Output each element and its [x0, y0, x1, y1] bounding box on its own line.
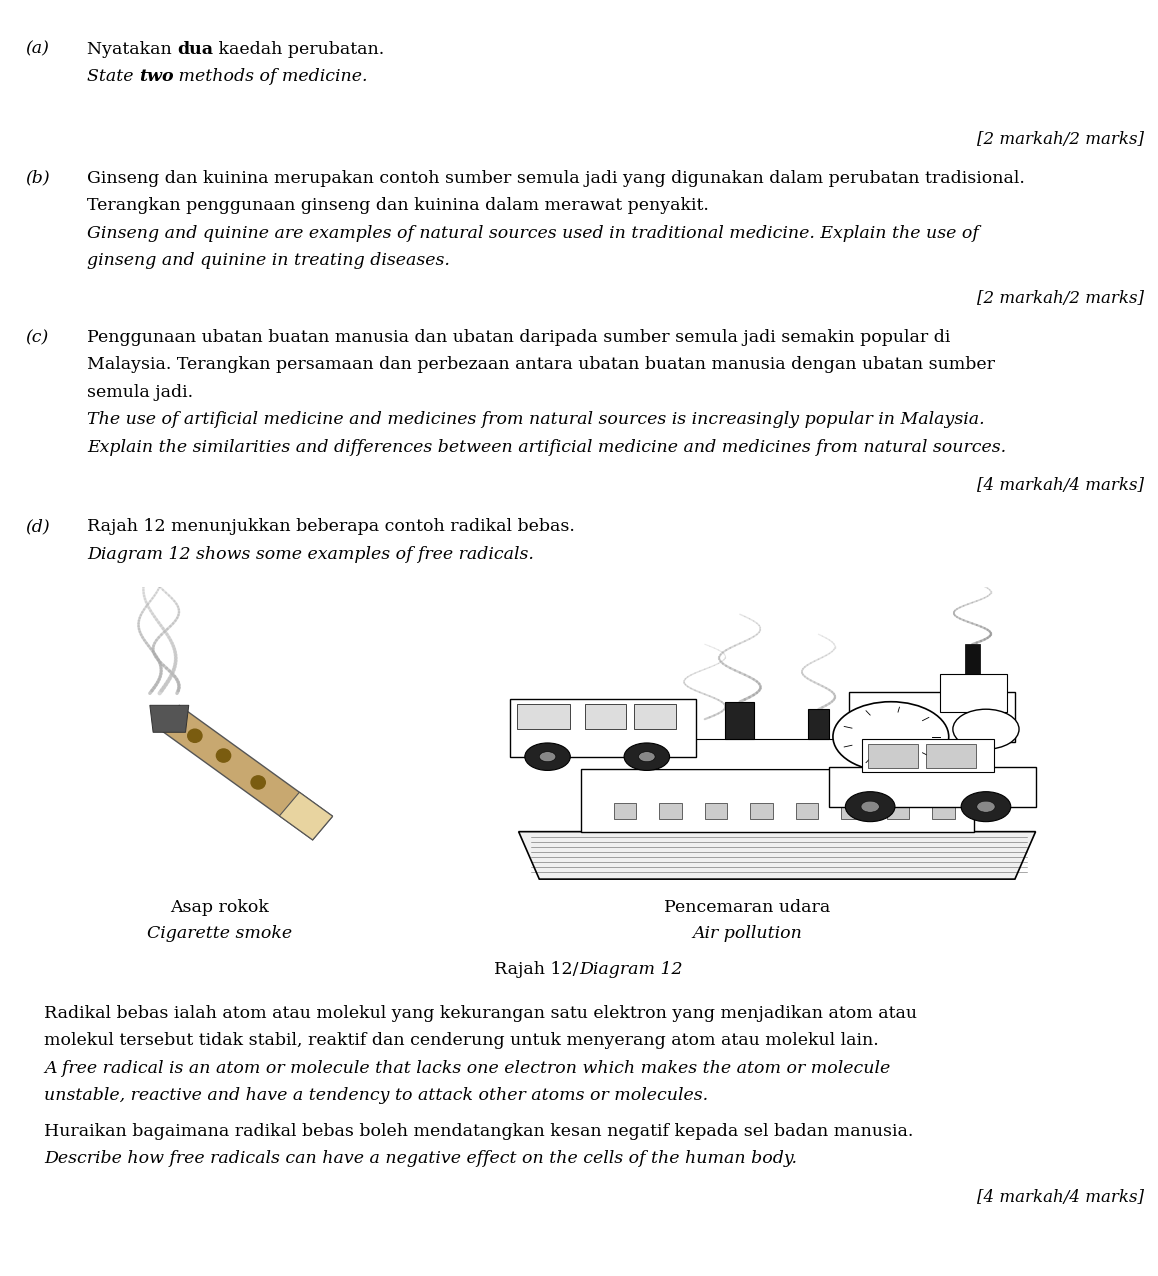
Text: two: two	[139, 69, 174, 85]
Text: Explain the similarities and differences between artificial medicine and medicin: Explain the similarities and differences…	[87, 439, 1006, 456]
Bar	[580, 769, 974, 832]
Circle shape	[833, 702, 948, 772]
Circle shape	[862, 801, 879, 812]
Polygon shape	[149, 706, 189, 732]
Bar	[966, 644, 980, 674]
Text: (b): (b)	[25, 170, 50, 186]
Bar	[850, 692, 1014, 741]
Text: [4 markah/4 marks]: [4 markah/4 marks]	[977, 477, 1144, 494]
Text: [2 markah/2 marks]: [2 markah/2 marks]	[977, 291, 1144, 308]
Bar	[926, 744, 975, 768]
Bar	[808, 709, 829, 739]
Circle shape	[961, 791, 1011, 822]
Text: Rajah 12 menunjukkan beberapa contoh radikal bebas.: Rajah 12 menunjukkan beberapa contoh rad…	[87, 518, 574, 535]
Bar	[511, 699, 696, 757]
Text: (a): (a)	[25, 41, 50, 57]
Text: Rajah 12/: Rajah 12/	[494, 961, 579, 979]
Text: Cigarette smoke: Cigarette smoke	[147, 925, 293, 943]
Circle shape	[845, 791, 895, 822]
Text: Ginseng and quinine are examples of natural sources used in traditional medicine: Ginseng and quinine are examples of natu…	[87, 225, 979, 241]
Bar	[659, 803, 682, 819]
Text: (c): (c)	[25, 329, 49, 346]
Text: Huraikan bagaimana radikal bebas boleh mendatangkan kesan negatif kepada sel bad: Huraikan bagaimana radikal bebas boleh m…	[44, 1123, 914, 1139]
Bar	[940, 674, 1006, 712]
Circle shape	[251, 776, 265, 789]
Bar	[643, 739, 911, 769]
Bar	[829, 767, 1035, 806]
Bar	[868, 744, 917, 768]
Text: methods of medicine.: methods of medicine.	[174, 69, 368, 85]
Text: Pencemaran udara: Pencemaran udara	[664, 900, 830, 916]
Text: State: State	[87, 69, 139, 85]
Circle shape	[217, 749, 230, 762]
Text: The use of artificial medicine and medicines from natural sources is increasingl: The use of artificial medicine and medic…	[87, 411, 984, 429]
Text: Nyatakan: Nyatakan	[87, 41, 177, 57]
Bar	[862, 739, 995, 772]
Text: Terangkan penggunaan ginseng dan kuinina dalam merawat penyakit.: Terangkan penggunaan ginseng dan kuinina…	[87, 198, 709, 214]
Bar	[705, 803, 727, 819]
Bar	[932, 803, 955, 819]
Circle shape	[525, 743, 570, 771]
Text: Diagram 12 shows some examples of free radicals.: Diagram 12 shows some examples of free r…	[87, 546, 534, 563]
Text: [2 markah/2 marks]: [2 markah/2 marks]	[977, 131, 1144, 148]
Text: [4 markah/4 marks]: [4 markah/4 marks]	[977, 1189, 1144, 1206]
Bar	[796, 803, 819, 819]
Bar	[725, 702, 754, 739]
Circle shape	[977, 801, 995, 812]
Text: molekul tersebut tidak stabil, reaktif dan cenderung untuk menyerang atom atau m: molekul tersebut tidak stabil, reaktif d…	[44, 1032, 879, 1049]
Bar	[516, 704, 571, 729]
Text: Diagram 12: Diagram 12	[579, 961, 682, 979]
Text: A free radical is an atom or molecule that lacks one electron which makes the at: A free radical is an atom or molecule th…	[44, 1060, 891, 1077]
Circle shape	[540, 752, 556, 762]
Text: dua: dua	[177, 41, 213, 57]
Circle shape	[953, 709, 1019, 749]
Bar	[585, 704, 626, 729]
Text: Describe how free radicals can have a negative effect on the cells of the human : Describe how free radicals can have a ne…	[44, 1151, 797, 1168]
Text: Radikal bebas ialah atom atau molekul yang kekurangan satu elektron yang menjadi: Radikal bebas ialah atom atau molekul ya…	[44, 1005, 917, 1022]
Text: kaedah perubatan.: kaedah perubatan.	[213, 41, 384, 57]
Text: Malaysia. Terangkan persamaan dan perbezaan antara ubatan buatan manusia dengan : Malaysia. Terangkan persamaan dan perbez…	[87, 356, 995, 374]
Text: Asap rokok: Asap rokok	[170, 900, 270, 916]
Text: (d): (d)	[25, 518, 50, 535]
Polygon shape	[279, 792, 332, 840]
Bar	[841, 803, 864, 819]
Bar	[614, 803, 637, 819]
Text: Ginseng dan kuinina merupakan contoh sumber semula jadi yang digunakan dalam per: Ginseng dan kuinina merupakan contoh sum…	[87, 170, 1025, 186]
Text: ginseng and quinine in treating diseases.: ginseng and quinine in treating diseases…	[87, 253, 449, 269]
Circle shape	[188, 729, 201, 743]
Bar	[750, 803, 772, 819]
Text: Air pollution: Air pollution	[692, 925, 801, 943]
Bar	[635, 704, 676, 729]
Circle shape	[638, 752, 655, 762]
Bar	[887, 803, 909, 819]
Circle shape	[624, 743, 669, 771]
Text: Penggunaan ubatan buatan manusia dan ubatan daripada sumber semula jadi semakin : Penggunaan ubatan buatan manusia dan uba…	[87, 329, 951, 346]
Text: unstable, reactive and have a tendency to attack other atoms or molecules.: unstable, reactive and have a tendency t…	[44, 1087, 709, 1104]
Text: semula jadi.: semula jadi.	[87, 384, 193, 401]
Polygon shape	[519, 832, 1035, 879]
Polygon shape	[160, 706, 332, 840]
